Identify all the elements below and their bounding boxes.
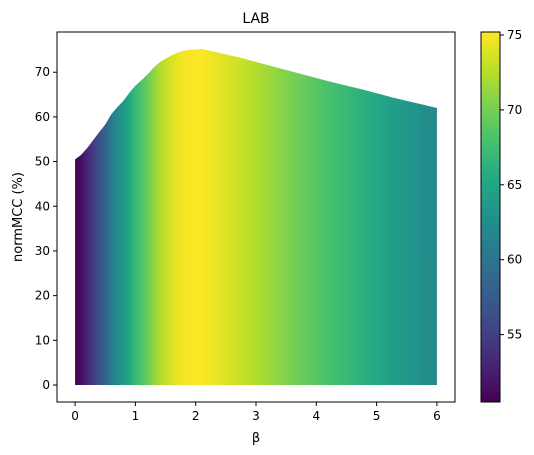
y-tick-label: 50 — [35, 155, 50, 169]
plot-area — [75, 48, 437, 386]
colorbar-tick-label: 75 — [507, 28, 522, 42]
y-axis-label: normMCC (%) — [11, 172, 26, 262]
y-axis: 0 10 20 30 40 50 60 70 — [35, 65, 57, 392]
y-tick-label: 20 — [35, 289, 50, 303]
area-fill — [75, 48, 437, 386]
colorbar: 55 60 65 70 75 — [480, 28, 522, 403]
x-tick-label: 6 — [433, 409, 441, 423]
y-tick-label: 60 — [35, 110, 50, 124]
colorbar-tick-label: 70 — [507, 103, 522, 117]
chart-title: LAB — [242, 11, 269, 27]
colorbar-ticks: 55 60 65 70 75 — [500, 28, 522, 342]
y-tick-label: 10 — [35, 333, 50, 347]
colorbar-tick-label: 60 — [507, 253, 522, 267]
x-tick-label: 4 — [312, 409, 320, 423]
y-tick-label: 40 — [35, 199, 50, 213]
x-tick-label: 0 — [71, 409, 79, 423]
x-tick-label: 3 — [252, 409, 260, 423]
colorbar-bar — [480, 31, 501, 403]
x-tick-label: 2 — [192, 409, 200, 423]
x-tick-label: 1 — [132, 409, 140, 423]
colorbar-tick-label: 55 — [507, 328, 522, 342]
x-axis: 0 1 2 3 4 5 6 — [71, 402, 441, 423]
x-axis-label: β — [252, 431, 260, 446]
x-tick-label: 5 — [373, 409, 381, 423]
y-tick-label: 30 — [35, 244, 50, 258]
y-tick-label: 0 — [42, 378, 50, 392]
colorbar-tick-label: 65 — [507, 178, 522, 192]
y-tick-label: 70 — [35, 65, 50, 79]
